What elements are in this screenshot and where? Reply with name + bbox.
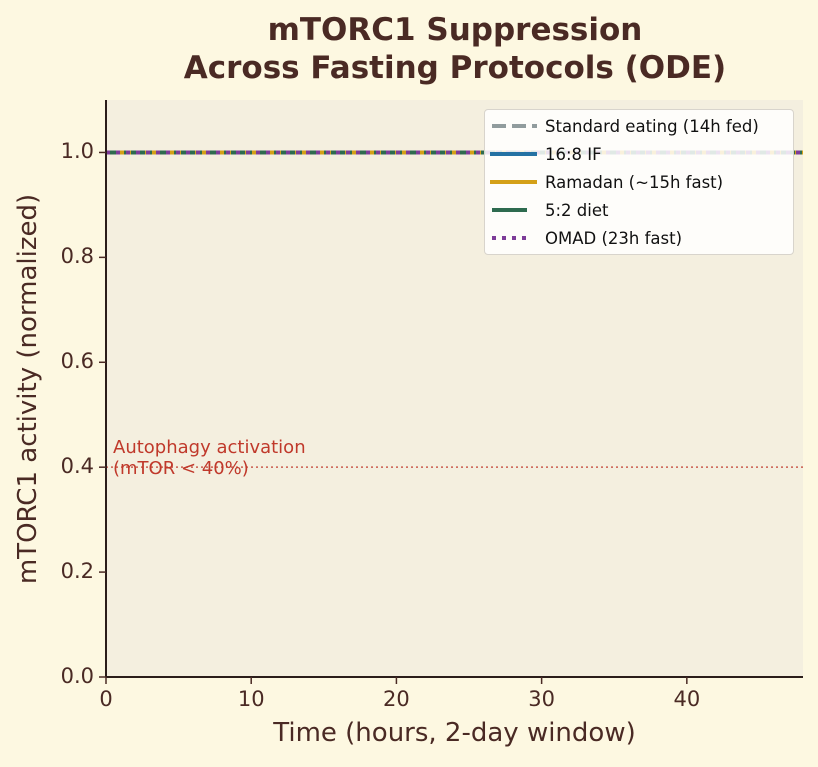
legend: Standard eating (14h fed) 16:8 IF Ramada… xyxy=(484,109,794,255)
y-tick-label: 0.2 xyxy=(60,559,94,584)
x-tick-label: 40 xyxy=(673,687,701,711)
solid-line-icon xyxy=(490,180,537,184)
annotation-line-1: Autophagy activation xyxy=(113,437,306,458)
y-axis-label: mTORC1 activity (normalized) xyxy=(13,193,43,585)
chart-title-line-1: mTORC1 Suppression xyxy=(267,12,643,48)
chart-title: mTORC1 Suppression Across Fasting Protoc… xyxy=(0,11,818,87)
x-tick-label: 20 xyxy=(383,687,410,711)
y-tick-label: 0.6 xyxy=(60,349,94,374)
x-axis-label: Time (hours, 2-day window) xyxy=(273,718,636,748)
solid-line-icon xyxy=(490,152,537,156)
y-tick-label: 0.4 xyxy=(60,454,94,479)
annotation-line-2: (mTOR < 40%) xyxy=(113,458,249,479)
autophagy-annotation: Autophagy activation (mTOR < 40%) xyxy=(113,437,306,479)
dotted-line-icon xyxy=(492,236,530,240)
dashed-line-icon xyxy=(492,124,537,128)
x-tick-label: 30 xyxy=(528,687,555,711)
y-tick-label: 1.0 xyxy=(60,139,94,164)
chart-title-line-2: Across Fasting Protocols (ODE) xyxy=(183,50,727,86)
y-tick-label: 0.0 xyxy=(60,664,94,688)
x-tick-label: 10 xyxy=(237,687,265,711)
y-tick-label: 0.8 xyxy=(60,244,94,269)
x-tick-label: 0 xyxy=(99,687,113,711)
dashdot-line-icon xyxy=(492,208,527,212)
